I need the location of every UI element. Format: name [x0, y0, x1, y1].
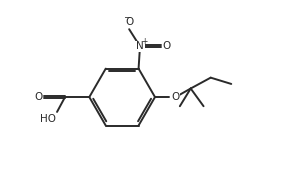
Text: O: O	[35, 92, 43, 102]
Text: O: O	[163, 41, 171, 51]
Text: −: −	[123, 12, 130, 21]
Text: HO: HO	[40, 114, 56, 124]
Text: O: O	[125, 17, 133, 27]
Text: +: +	[142, 37, 148, 46]
Text: N: N	[136, 41, 144, 51]
Text: O: O	[172, 92, 180, 102]
